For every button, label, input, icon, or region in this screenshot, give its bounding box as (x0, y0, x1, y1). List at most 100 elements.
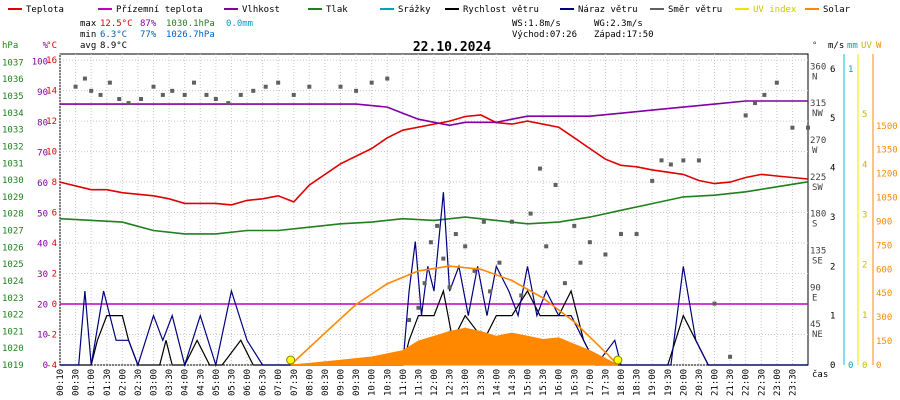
series-sm-r-v-tru-point (587, 240, 592, 245)
series-tlak-line (59, 181, 809, 235)
series-sm-r-v-tru-point (107, 80, 112, 85)
legend-label-9: Solar (823, 5, 851, 15)
axis-ms-tick: 6 (830, 65, 835, 75)
series-sm-r-v-tru-point (634, 232, 639, 237)
series-solar-area (290, 327, 619, 366)
sunset-marker (613, 355, 623, 365)
axes: hPa1019102010211022102310241025102610271… (2, 41, 898, 371)
axis-w-tick: 300 (876, 313, 892, 323)
series-sm-r-v-tru-point (659, 158, 664, 163)
axis-hpa-tick: 1032 (2, 142, 24, 152)
axis-hpa-tick: 1033 (2, 126, 24, 136)
x-tick-label: 06:30 (259, 369, 269, 396)
axis-celsius-tick: 6 (52, 209, 57, 219)
series-sm-r-v-tru-point (728, 354, 733, 359)
series-sm-r-v-tru-point (668, 162, 673, 167)
series-sm-r-v-tru-point (422, 281, 427, 286)
series-sm-r-v-tru-point (416, 305, 421, 310)
series-sm-r-v-tru-point (743, 113, 748, 118)
series-sm-r-v-tru-point (544, 244, 549, 249)
axis-deg-dir: E (812, 293, 817, 303)
x-tick-label: 07:30 (290, 369, 300, 396)
chart-title: 22.10.2024 (413, 40, 491, 55)
sunrise-marker (286, 355, 296, 365)
axis-celsius-tick: 16 (46, 56, 57, 66)
x-tick-label: 15:00 (524, 369, 534, 396)
grid (59, 54, 808, 366)
axis-hpa-tick: 1025 (2, 260, 24, 270)
x-tick-label: 06:00 (243, 369, 253, 396)
series-sm-r-v-tru-point (681, 158, 686, 163)
series-sm-r-v-tru-point (453, 232, 458, 237)
axis-pct-tick: 40 (37, 240, 48, 250)
series-solar-max-line (290, 265, 619, 366)
stat-min-temp: 6.3°C (100, 30, 127, 40)
axis-hpa-tick: 1030 (2, 176, 24, 186)
series-sm-r-v-tru-point (712, 301, 717, 306)
series-sm-r-v-tru-point (354, 88, 359, 93)
axis-deg-tick: 270 (810, 136, 826, 146)
legend-label-6: Náraz větru (578, 5, 638, 15)
axis-deg-tick: 135 (810, 247, 826, 257)
series-sm-r-v-tru-point (447, 285, 452, 290)
series-sm-r-v-tru-point (385, 76, 390, 81)
x-tick-label: 12:00 (430, 369, 440, 396)
stats-panel: max 12.5°C 87% 1030.1hPa 0.0mm min 6.3°C… (80, 19, 253, 51)
axis-deg-dir: SE (812, 257, 823, 267)
axis-hpa-tick: 1027 (2, 227, 24, 237)
axis-pct-tick: 10 (37, 331, 48, 341)
series-sm-r-v-tru-point (519, 293, 524, 298)
x-tick-label: 00:10 (56, 369, 66, 396)
x-tick-label: 14:00 (492, 369, 502, 396)
series-sm-r-v-tru-point (562, 281, 567, 286)
series-sm-r-v-tru-point (117, 97, 122, 102)
series-sm-r-v-tru-point (497, 260, 502, 265)
series-sm-r-v-tru-point (251, 88, 256, 93)
series-sm-r-v-tru-point (481, 219, 486, 224)
legend-label-0: Teplota (26, 5, 64, 15)
wind-gust-avg: WG:2.3m/s (594, 19, 643, 29)
axis-hpa-tick: 1031 (2, 159, 24, 169)
stat-min-press: 1026.7hPa (166, 30, 215, 40)
series-sm-r-v-tru-point (407, 317, 412, 322)
x-tick-label: 20:00 (679, 369, 689, 396)
axis-celsius-tick: 4 (52, 239, 57, 249)
x-tick-label: 11:00 (399, 369, 409, 396)
x-tick-label: 09:30 (352, 369, 362, 396)
x-axis-label: čas (812, 369, 828, 380)
x-tick-label: 03:00 (150, 369, 160, 396)
axis-deg-dir: N (812, 72, 817, 82)
axis-hpa-tick: 1035 (2, 92, 24, 102)
series-sm-r-v-tru-point (528, 211, 533, 216)
axis-celsius-tick: 2 (52, 270, 57, 280)
stat-max-label: max (80, 19, 97, 29)
legend-label-1: Přízemní teplota (116, 5, 203, 15)
series-sm-r-v-tru-point (435, 223, 440, 228)
x-tick-label: 10:00 (368, 369, 378, 396)
x-tick-label: 13:30 (477, 369, 487, 396)
x-axis: 00:10 00:30 01:00 01:30 02:00 02:30 03:00 03:30… (56, 369, 798, 396)
wind-info-panel: WS:1.8m/s WG:2.3m/s Východ:07:26 Západ:1… (512, 19, 654, 40)
series-sm-r-v-tru-point (537, 166, 542, 171)
x-tick-label: 21:00 (711, 369, 721, 396)
axis-celsius-tick: 0 (52, 300, 57, 310)
series-sm-r-v-tru-point (753, 101, 758, 106)
x-tick-label: 08:00 (305, 369, 315, 396)
series-teplota-line (59, 114, 809, 206)
series-sm-r-v-tru-point (89, 88, 94, 93)
axis-uv-tick: 2 (862, 261, 867, 271)
legend-label-2: Vlhkost (242, 5, 280, 15)
x-tick-label: 04:00 (181, 369, 191, 396)
axis-deg-dir: NE (812, 330, 823, 340)
x-tick-label: 18:30 (633, 369, 643, 396)
axis-celsius-tick: -4 (46, 361, 57, 371)
series (59, 76, 810, 368)
x-tick-label: 12:30 (446, 369, 456, 396)
series-sm-r-v-tru-point (441, 256, 446, 261)
series-sm-r-v-tru-point (170, 88, 175, 93)
axis-deg-dir: NW (812, 109, 823, 119)
axis-deg-tick: 45 (810, 320, 821, 330)
series-sm-r-v-tru-point (139, 97, 144, 102)
axis-w-tick: 1500 (876, 122, 898, 132)
x-tick-label: 16:00 (555, 369, 565, 396)
